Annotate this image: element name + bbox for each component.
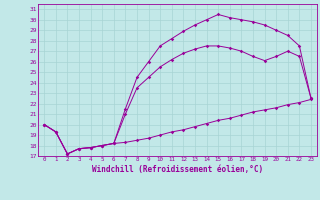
X-axis label: Windchill (Refroidissement éolien,°C): Windchill (Refroidissement éolien,°C)	[92, 165, 263, 174]
